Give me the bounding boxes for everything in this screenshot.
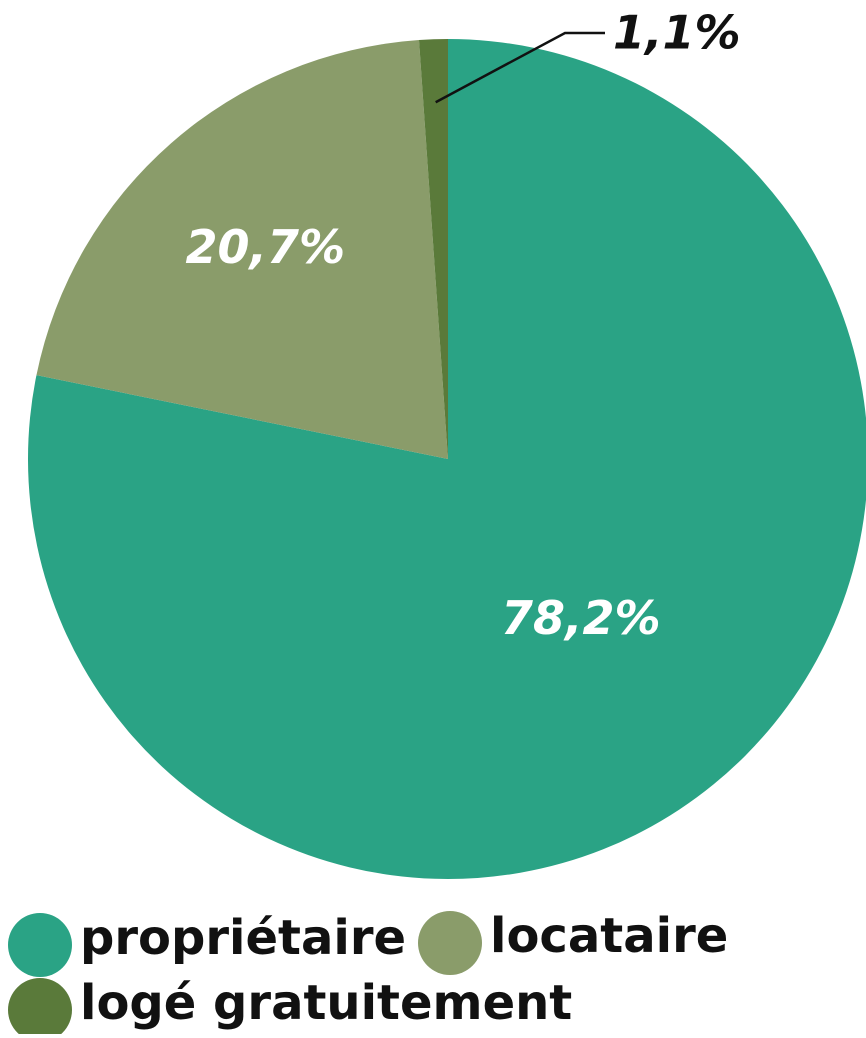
legend-swatch — [8, 913, 72, 977]
leader-line — [435, 31, 605, 104]
pie-slice — [28, 39, 866, 879]
legend-label: logé gratuitement — [80, 975, 572, 1031]
legend-label: propriétaire — [80, 910, 406, 966]
pie-slice — [36, 40, 448, 459]
value-label: 1,1% — [613, 6, 741, 60]
legend-swatch — [418, 911, 482, 975]
legend-label: locataire — [490, 908, 728, 964]
pie-slice — [418, 39, 448, 459]
value-label: 78,2% — [501, 591, 661, 645]
value-label: 20,7% — [186, 220, 346, 274]
legend-swatch — [8, 978, 72, 1038]
